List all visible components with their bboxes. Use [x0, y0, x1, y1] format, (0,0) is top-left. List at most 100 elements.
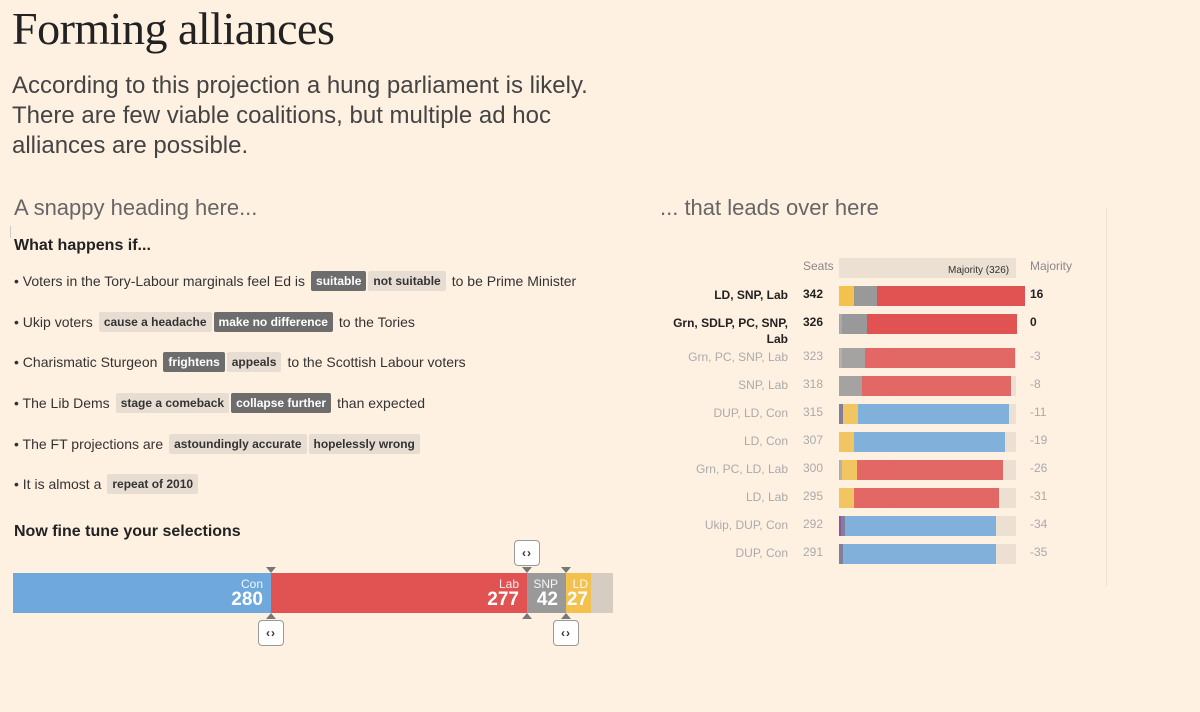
coalition-bar-segment — [862, 376, 1011, 396]
coalition-name: Grn, PC, LD, Lab — [695, 462, 788, 476]
standfirst-line: According to this projection a hung parl… — [12, 72, 588, 99]
seats-column-header: Seats — [803, 259, 834, 273]
party-segment-other — [591, 573, 613, 613]
coalition-bar-segment — [839, 516, 841, 536]
question-row: • The FT projections are astoundingly acc… — [14, 433, 426, 455]
question-text: to the Scottish Labour voters — [287, 354, 466, 370]
page-title: Forming alliances — [12, 3, 335, 54]
coalition-bar-segment — [857, 460, 1003, 480]
coalition-seats: 318 — [803, 377, 824, 391]
question-row: • Ukip voters cause a headache make no dif… — [14, 311, 415, 333]
coalition-seats: 292 — [803, 517, 824, 531]
coalition-bar-segment — [854, 286, 877, 306]
coalition-bar-segment — [845, 516, 996, 536]
question-row: • Charismatic Sturgeon frightens appeals to… — [14, 351, 466, 373]
party-segment-snp: SNP 42 — [527, 573, 566, 613]
left-heading: A snappy heading here... — [14, 195, 258, 220]
coalition-bar-segment — [842, 348, 865, 368]
coalition-bar-segment — [842, 460, 857, 480]
party-name: Lab — [498, 577, 519, 591]
coalition-name: DUP, LD, Con — [713, 406, 788, 420]
coalition-seats: 300 — [803, 461, 824, 475]
question-text: • It is almost a — [14, 476, 102, 492]
option-button[interactable]: appeals — [226, 352, 282, 372]
coalition-seats: 295 — [803, 489, 824, 503]
seat-drag-handle[interactable]: ‹› — [553, 620, 579, 646]
coalition-name: Grn, PC, SNP, Lab — [688, 350, 788, 364]
coalition-bar — [839, 314, 1017, 334]
question-text: • Ukip voters — [14, 314, 93, 330]
boundary-marker — [266, 613, 276, 619]
question-text: • The Lib Dems — [14, 395, 110, 411]
coalition-seats: 342 — [803, 287, 824, 301]
coalition-majority: 0 — [1030, 315, 1037, 329]
seat-drag-handle[interactable]: ‹› — [514, 540, 540, 566]
coalition-bar — [839, 488, 999, 508]
majority-threshold-label: Majority (326) — [948, 265, 1010, 276]
coalition-bar-segment — [841, 516, 845, 536]
party-seats: 42 — [536, 589, 558, 610]
option-button[interactable]: suitable — [311, 271, 367, 291]
coalition-bar-segment — [839, 544, 843, 564]
question-text: to the Tories — [338, 314, 415, 330]
coalition-bar-segment — [858, 404, 1009, 424]
coalition-name: LD, Lab — [745, 490, 788, 504]
coalition-bar-track — [839, 516, 1016, 536]
coalition-name: SNP, Lab — [738, 378, 788, 392]
option-button[interactable]: astoundingly accurate — [169, 434, 307, 454]
boundary-marker — [561, 613, 571, 619]
coalition-bar — [839, 286, 1025, 306]
coalition-majority: -35 — [1030, 545, 1048, 559]
coalition-bar-segment — [865, 348, 1015, 368]
question-text: than expected — [337, 395, 426, 411]
option-button[interactable]: collapse further — [231, 393, 332, 413]
coalition-majority: -11 — [1030, 405, 1047, 419]
coalition-bar-segment — [840, 460, 842, 480]
option-button[interactable]: frightens — [163, 352, 225, 372]
question-text: • Charismatic Sturgeon — [14, 354, 158, 370]
coalition-bar-segment — [839, 488, 854, 508]
coalition-seats: 323 — [803, 349, 824, 363]
option-button[interactable]: not suitable — [368, 271, 446, 291]
coalition-bar — [839, 460, 1003, 480]
coalition-name: LD, Con — [743, 434, 788, 448]
seat-drag-handle[interactable]: ‹› — [258, 620, 284, 646]
option-toggle: astoundingly accurate hopelessly wrong — [169, 434, 420, 454]
question-text: • The FT projections are — [14, 436, 164, 452]
option-button[interactable]: hopelessly wrong — [308, 434, 420, 454]
coalition-bar-track — [839, 404, 1016, 424]
option-button[interactable]: make no difference — [213, 312, 333, 332]
coalition-bar-track — [839, 460, 1016, 480]
coalition-name: LD, SNP, Lab — [714, 288, 788, 302]
option-toggle: cause a headache make no difference — [98, 312, 333, 332]
coalition-seats: 315 — [803, 405, 824, 419]
coalition-name: Ukip, DUP, Con — [704, 518, 788, 532]
coalition-bar-track — [839, 488, 1016, 508]
option-button[interactable]: stage a comeback — [115, 393, 230, 413]
coalition-bar-track — [839, 544, 1016, 564]
option-button[interactable]: repeat of 2010 — [107, 474, 199, 494]
coalition-bar — [839, 376, 1011, 396]
question-text: • Voters in the Tory-Labour marginals fe… — [14, 273, 306, 289]
coalition-bar-segment — [839, 314, 840, 334]
party-seats: 280 — [231, 589, 263, 610]
standfirst-line: There are few viable coalitions, but mul… — [12, 102, 551, 129]
party-seats: 27 — [566, 589, 588, 610]
coalition-bar-segment — [843, 404, 858, 424]
coalition-name: DUP, Con — [735, 546, 788, 560]
coalition-bar-track — [839, 348, 1016, 368]
majority-band — [839, 258, 1016, 278]
coalition-majority: -31 — [1030, 489, 1048, 503]
coalition-bar — [839, 404, 1009, 424]
coalition-majority: -26 — [1030, 461, 1048, 475]
coalition-seats: 326 — [803, 315, 824, 329]
question-row: • It is almost a repeat of 2010 — [14, 473, 204, 495]
coalition-bar-segment — [840, 348, 842, 368]
coalition-seats: 307 — [803, 433, 824, 447]
option-button[interactable]: cause a headache — [98, 312, 212, 332]
coalition-bar-segment — [840, 314, 842, 334]
coalition-bar-segment — [854, 432, 1005, 452]
coalition-bar-segment — [839, 432, 854, 452]
option-toggle: stage a comeback collapse further — [115, 393, 332, 413]
coalition-name: Grn, SDLP, PC, SNP, Lab — [673, 316, 788, 346]
